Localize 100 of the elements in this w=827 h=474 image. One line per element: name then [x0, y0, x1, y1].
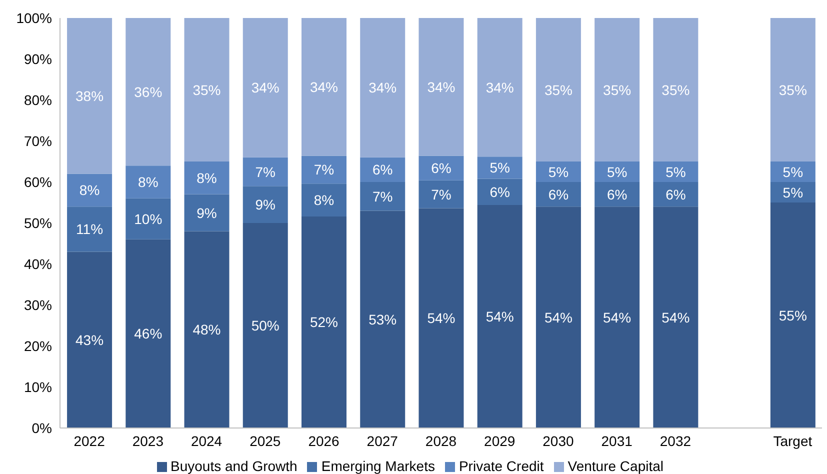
bar: [242, 223, 288, 428]
x-tick-label: 2032: [660, 432, 692, 449]
data-label: 35%: [544, 82, 572, 98]
data-label: 6%: [372, 162, 393, 178]
bar: [301, 156, 346, 184]
bar: [67, 252, 112, 428]
legend-label: Buyouts and Growth: [170, 458, 298, 474]
bar: [536, 206, 581, 428]
data-label: 52%: [310, 314, 338, 330]
bar: [242, 18, 288, 158]
data-label: 34%: [427, 78, 456, 95]
legend-label: Venture Capital: [568, 458, 664, 474]
bar: [242, 157, 288, 186]
y-tick-label: 50%: [24, 214, 52, 231]
data-label: 10%: [134, 210, 162, 227]
data-label: 54%: [427, 310, 456, 326]
bar: [653, 206, 698, 428]
y-tick-label: 30%: [24, 296, 52, 313]
data-label: 46%: [134, 326, 162, 342]
bar: [360, 18, 406, 158]
data-label: 8%: [138, 174, 158, 190]
x-tick-label: Target: [773, 432, 812, 449]
data-label: 5%: [782, 164, 804, 180]
bar: [126, 198, 171, 240]
bar: [477, 204, 522, 428]
bar: [477, 18, 522, 157]
data-label: 7%: [314, 162, 334, 178]
data-label: 35%: [192, 82, 221, 98]
data-label: 8%: [79, 182, 100, 198]
data-label: 5%: [666, 164, 686, 180]
bar: [301, 216, 346, 428]
data-label: 11%: [76, 221, 104, 238]
data-label: 43%: [76, 332, 104, 348]
bar: [418, 180, 464, 208]
bar: [594, 206, 640, 428]
data-label: 7%: [372, 188, 393, 204]
bar: [67, 18, 112, 174]
bar: [126, 18, 171, 166]
data-label: 7%: [255, 164, 276, 180]
bar: [770, 202, 816, 428]
data-label: 48%: [192, 322, 221, 338]
x-tick-label: 2028: [425, 432, 457, 449]
data-label: 8%: [196, 170, 217, 186]
bar: [126, 166, 171, 198]
y-tick-label: 60%: [24, 174, 52, 190]
x-tick-label: 2023: [132, 432, 164, 449]
data-label: 53%: [368, 311, 397, 328]
bar: [536, 18, 581, 162]
data-label: 54%: [486, 308, 514, 324]
bar: [770, 162, 816, 182]
y-tick-label: 0%: [32, 420, 52, 436]
bar: [67, 206, 112, 252]
bar: [536, 182, 581, 207]
data-label: 35%: [603, 82, 632, 98]
bar: [360, 210, 406, 428]
x-tick-label: 2024: [190, 432, 222, 449]
x-tick-label: 2027: [366, 432, 398, 449]
data-label: 54%: [662, 309, 690, 326]
y-tick-label: 10%: [24, 378, 52, 395]
data-label: 5%: [606, 164, 628, 180]
bar: [301, 184, 346, 216]
bar: [418, 208, 464, 428]
x-tick-label: 2026: [308, 432, 340, 449]
y-tick-label: 100%: [16, 10, 52, 26]
data-label: 34%: [486, 79, 514, 96]
data-label: 5%: [548, 164, 569, 180]
bar: [477, 156, 522, 179]
bar: [360, 182, 406, 211]
bar: [184, 18, 230, 162]
data-label: 38%: [76, 88, 104, 104]
bar: [184, 162, 230, 194]
bar: [418, 156, 464, 180]
data-label: 9%: [255, 196, 276, 213]
bar: [126, 239, 171, 428]
y-tick-label: 70%: [24, 132, 52, 149]
bar: [594, 18, 640, 162]
data-label: 54%: [544, 309, 572, 326]
bar: [594, 182, 640, 207]
data-label: 9%: [196, 204, 217, 221]
bar: [770, 18, 816, 162]
data-label: 8%: [314, 192, 334, 208]
y-tick-label: 80%: [24, 92, 52, 108]
x-tick-label: 2022: [74, 432, 106, 449]
data-label: 35%: [778, 82, 807, 98]
data-label: 34%: [251, 80, 280, 96]
y-tick-label: 90%: [24, 50, 52, 67]
data-label: 5%: [490, 160, 510, 176]
bar: [184, 231, 230, 428]
data-label: 34%: [368, 80, 397, 96]
data-label: 54%: [603, 309, 632, 326]
data-label: 6%: [548, 186, 569, 202]
x-tick-label: 2030: [542, 432, 574, 449]
x-tick-label: 2029: [484, 432, 516, 449]
legend-label: Emerging Markets: [321, 458, 435, 474]
bar: [653, 18, 698, 162]
data-label: 35%: [662, 82, 690, 98]
data-label: 7%: [431, 186, 452, 202]
data-label: 34%: [310, 78, 338, 95]
data-label: 6%: [431, 160, 452, 176]
x-tick-label: 2025: [250, 432, 281, 449]
